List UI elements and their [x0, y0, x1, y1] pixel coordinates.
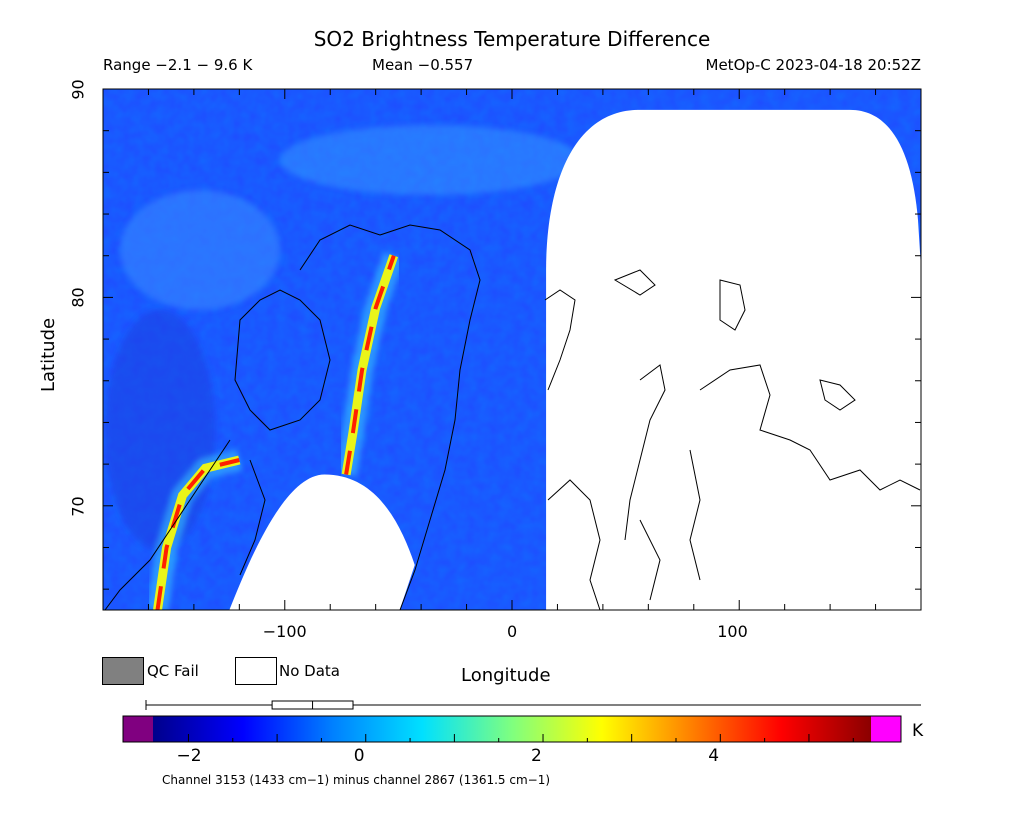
plume-west-peak: [155, 458, 240, 610]
colorbar-under: [123, 716, 153, 742]
colorbar-over: [871, 716, 901, 742]
colorbar-frame: [122, 715, 902, 743]
range-label: Range −2.1 − 9.6 K: [103, 56, 253, 74]
qc-fail-swatch: [102, 657, 144, 685]
colorbar-tick-label: −2: [176, 746, 202, 766]
map-area: [103, 89, 921, 610]
coastline: [699, 364, 921, 491]
coastline: [624, 364, 666, 541]
colorbar-tick-label: 4: [708, 746, 720, 766]
heatmap-cool-patch: [105, 310, 215, 550]
coastline: [234, 289, 331, 431]
qc-fail-label: QC Fail: [147, 662, 199, 680]
colorbar-ticks: [187, 734, 854, 742]
x-tick-label: −100: [262, 622, 307, 641]
coastline: [613, 269, 656, 296]
x-axis-ticks: [147, 89, 877, 610]
swath-gap-south: [229, 474, 415, 610]
swath-gap-east: [546, 109, 921, 610]
coastline: [299, 224, 481, 610]
x-tick-label: 100: [717, 622, 748, 641]
plume-central-peak: [344, 255, 396, 475]
chart-title: SO2 Brightness Temperature Difference: [313, 27, 711, 51]
coastlines: [104, 224, 921, 610]
colorbar-tick-label: 0: [353, 746, 365, 766]
channel-footnote: Channel 3153 (1433 cm−1) minus channel 2…: [162, 773, 551, 787]
mean-label: Mean −0.557: [372, 56, 474, 74]
colorbar-units: K: [912, 721, 924, 741]
coastline: [719, 279, 746, 331]
colorbar: [122, 715, 902, 743]
coastline: [104, 439, 231, 610]
distribution-boxplot: [145, 700, 921, 710]
y-axis-label: Latitude: [38, 317, 59, 392]
y-axis-ticks: [103, 88, 921, 590]
heatmap-warm-patch: [120, 190, 280, 310]
coastline: [689, 449, 701, 581]
no-data-swatch: [235, 657, 277, 685]
x-tick-label: 0: [507, 622, 518, 641]
colorbar-tick-label: 2: [531, 746, 542, 766]
coastline: [819, 379, 856, 411]
satellite-time-label: MetOp-C 2023-04-18 20:52Z: [705, 56, 921, 74]
coastline: [547, 479, 601, 610]
no-data-layer: [229, 109, 921, 610]
no-data-label: No Data: [279, 662, 340, 680]
y-tick-label: 80: [68, 287, 88, 309]
y-tick-label: 90: [68, 79, 88, 100]
coastline: [639, 519, 661, 601]
colorbar-gradient: [153, 716, 871, 742]
heatmap-warm-patch: [280, 125, 580, 195]
x-axis-label: Longitude: [461, 665, 551, 686]
y-tick-label: 70: [68, 496, 88, 517]
coastline: [239, 459, 266, 576]
coastline: [544, 289, 576, 391]
plume-layer: [146, 252, 405, 610]
